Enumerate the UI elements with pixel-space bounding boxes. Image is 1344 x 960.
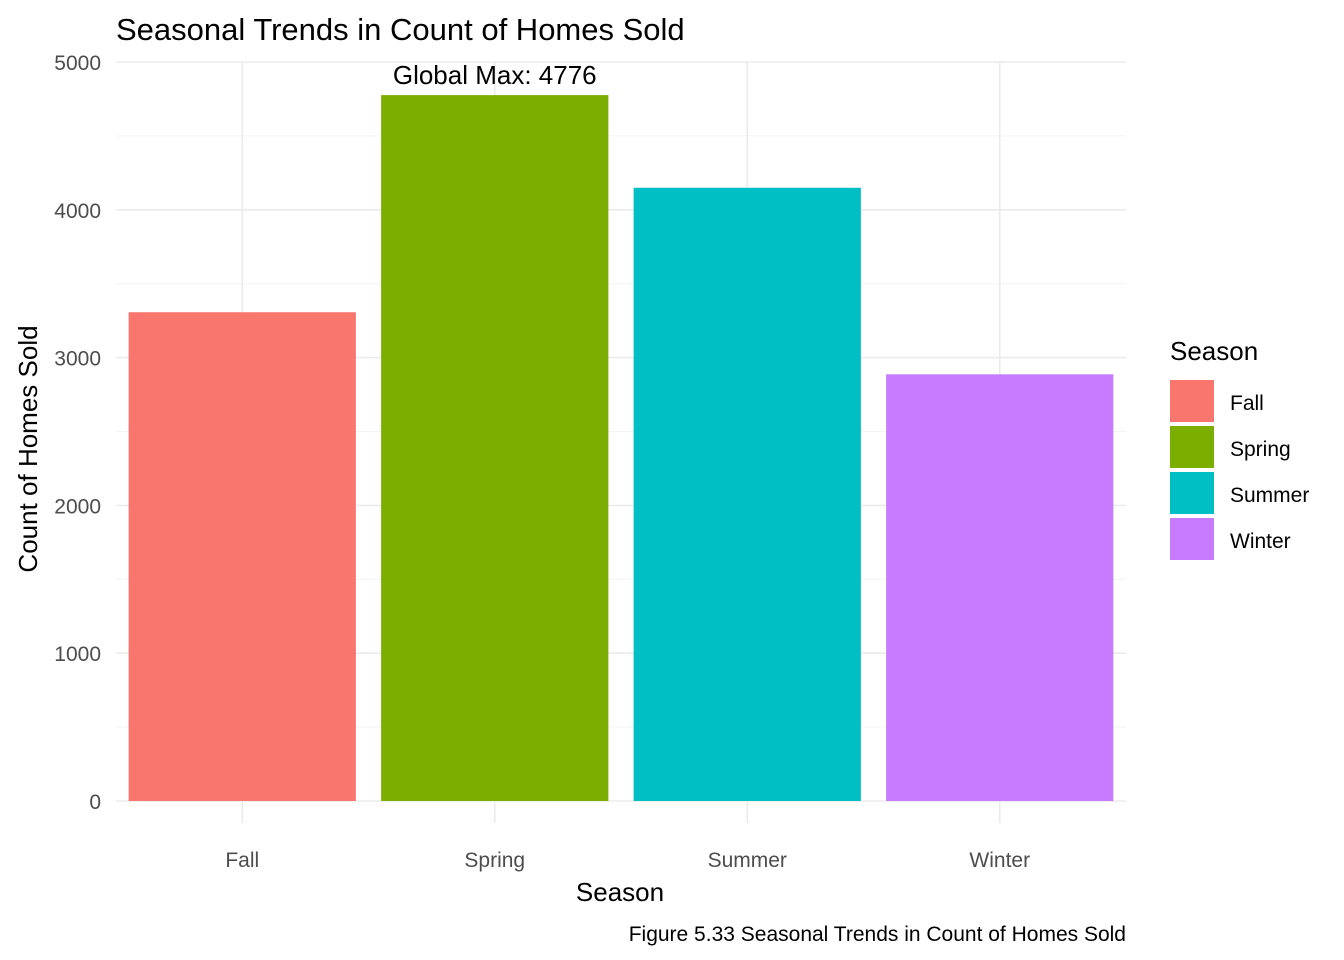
- legend-label: Fall: [1230, 392, 1264, 415]
- global-max-annotation: Global Max: 4776: [393, 60, 597, 90]
- legend-key-fall: [1170, 380, 1214, 422]
- x-tick-label: Summer: [708, 849, 787, 872]
- bar-spring: [381, 95, 609, 802]
- legend-label: Winter: [1230, 530, 1291, 553]
- legend-label: Spring: [1230, 438, 1291, 461]
- x-axis-title: Season: [576, 877, 664, 907]
- chart-title: Seasonal Trends in Count of Homes Sold: [116, 12, 685, 47]
- bars: [128, 95, 1114, 802]
- y-tick-label: 2000: [54, 495, 101, 518]
- legend-key-spring: [1170, 426, 1214, 468]
- y-tick-label: 1000: [54, 643, 101, 666]
- y-tick-label: 5000: [54, 52, 101, 75]
- figure-caption: Figure 5.33 Seasonal Trends in Count of …: [629, 923, 1126, 946]
- x-tick-label: Winter: [969, 849, 1030, 872]
- legend-key-summer: [1170, 472, 1214, 514]
- x-tick-label: Spring: [464, 849, 525, 872]
- x-tick-label: Fall: [225, 849, 259, 872]
- legend-title: Season: [1170, 336, 1258, 366]
- legend-label: Summer: [1230, 484, 1309, 507]
- x-tick-labels: Fall Spring Summer Winter: [225, 849, 1030, 872]
- bar-winter: [886, 374, 1114, 801]
- bar-summer: [633, 187, 861, 801]
- legend: Season Fall Spring Summer Winter: [1170, 336, 1309, 560]
- bar-fall: [128, 312, 356, 801]
- y-tick-label: 4000: [54, 200, 101, 223]
- y-tick-labels: 0 1000 2000 3000 4000 5000: [54, 52, 101, 814]
- legend-key-winter: [1170, 518, 1214, 560]
- y-axis-title: Count of Homes Sold: [13, 325, 43, 572]
- y-tick-label: 3000: [54, 348, 101, 371]
- y-tick-label: 0: [89, 791, 101, 814]
